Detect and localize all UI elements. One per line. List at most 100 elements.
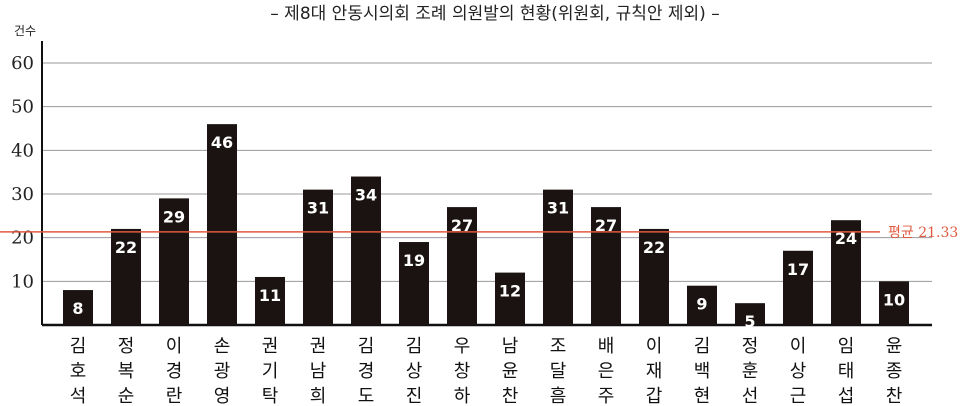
- bar-value-label: 8: [72, 299, 83, 318]
- category-label-char: 찬: [886, 386, 903, 406]
- category-label-char: 김: [358, 336, 375, 357]
- bar: [495, 272, 525, 325]
- category-labels: 김 호 석정 복 순이 경 란손 광 영권 기 탁권 남 희김 경 도김 상 진우 창 하남 윤 찬조 달 흠배 은 주이 재 갑김…: [70, 336, 903, 406]
- bar: [639, 228, 669, 325]
- category-label-char: 임: [838, 336, 855, 357]
- bars: 8 22 29 46 11 31 34 19 27 12 31 27 22 9 5 17 24 10: [63, 124, 909, 331]
- bar-value-label: 5: [744, 312, 755, 331]
- bar-value-label: 29: [163, 207, 185, 226]
- bar: [351, 176, 381, 325]
- category-label-char: 재: [646, 361, 663, 382]
- category-label-char: 달: [550, 361, 567, 382]
- category-label-char: 란: [166, 386, 183, 406]
- category-label-char: 조: [550, 336, 567, 357]
- category-label-char: 광: [214, 361, 231, 382]
- bar-value-label: 11: [259, 286, 281, 305]
- bar-value-label: 19: [403, 251, 425, 270]
- category-label-char: 상: [406, 361, 423, 382]
- category-label-char: 종: [886, 361, 903, 382]
- category-label-char: 선: [742, 386, 759, 406]
- bar-value-label: 12: [499, 282, 521, 301]
- bar: [543, 189, 573, 325]
- category-label-char: 하: [454, 386, 471, 406]
- category-label-char: 주: [598, 386, 615, 406]
- bar-value-label: 27: [451, 216, 473, 235]
- bar-value-label: 22: [115, 238, 137, 257]
- category-label-char: 창: [454, 361, 471, 382]
- category-label-char: 도: [358, 386, 375, 406]
- category-label-char: 남: [310, 361, 327, 382]
- category-label-char: 흠: [550, 386, 567, 406]
- bar: [783, 250, 813, 325]
- bar: [831, 220, 861, 325]
- bar: [255, 276, 285, 325]
- bar: [111, 228, 141, 325]
- category-label-char: 희: [310, 386, 327, 406]
- y-tick-label: 10: [11, 271, 34, 292]
- category-label-char: 갑: [646, 386, 663, 406]
- category-label-char: 석: [70, 386, 87, 406]
- category-label-char: 권: [310, 336, 327, 357]
- category-label-char: 김: [694, 336, 711, 357]
- category-label-char: 이: [166, 336, 183, 357]
- category-label-char: 순: [118, 386, 135, 406]
- bar: [879, 281, 909, 325]
- bar: [735, 303, 765, 325]
- category-label-char: 찬: [502, 386, 519, 406]
- average-label: 평균 21.33: [888, 225, 958, 241]
- bar-value-label: 24: [835, 229, 857, 248]
- average-line-group: 평균 21.33: [0, 225, 958, 241]
- category-label-char: 호: [70, 361, 87, 382]
- bar-value-label: 27: [595, 216, 617, 235]
- category-label-char: 태: [838, 361, 855, 382]
- category-label-char: 현: [694, 386, 711, 406]
- bar-value-label: 17: [787, 260, 809, 279]
- bar: [63, 290, 93, 325]
- category-label-char: 배: [598, 336, 615, 357]
- y-tick-label: 50: [11, 97, 34, 118]
- category-label-char: 손: [214, 336, 231, 357]
- bar: [207, 124, 237, 325]
- category-label-char: 훈: [742, 361, 759, 382]
- category-label-char: 기: [262, 361, 279, 382]
- y-axis-label: 건수: [14, 24, 36, 38]
- bar: [687, 285, 717, 325]
- bar-value-label: 31: [307, 199, 329, 218]
- category-label-char: 정: [118, 336, 135, 357]
- bar: [591, 207, 621, 325]
- category-label-char: 김: [70, 336, 87, 357]
- category-label-char: 은: [598, 361, 615, 382]
- bar: [303, 189, 333, 325]
- category-label-char: 정: [742, 336, 759, 357]
- category-label-char: 섭: [838, 386, 855, 406]
- bar-value-label: 46: [211, 133, 233, 152]
- bar-value-label: 34: [355, 186, 377, 205]
- bar-value-label: 10: [883, 290, 905, 309]
- bar: [447, 207, 477, 325]
- y-tick-label: 40: [11, 140, 34, 161]
- category-label-char: 상: [790, 361, 807, 382]
- category-label-char: 영: [214, 386, 231, 406]
- bar: [159, 198, 189, 325]
- category-label-char: 남: [502, 336, 519, 357]
- y-tick-label: 60: [11, 53, 34, 74]
- bar: [399, 242, 429, 325]
- category-label-char: 이: [646, 336, 663, 357]
- bar-value-label: 22: [643, 238, 665, 257]
- y-tick-label: 30: [11, 184, 34, 205]
- y-axis-ticks: 10 20 30 40 50 60: [11, 53, 34, 292]
